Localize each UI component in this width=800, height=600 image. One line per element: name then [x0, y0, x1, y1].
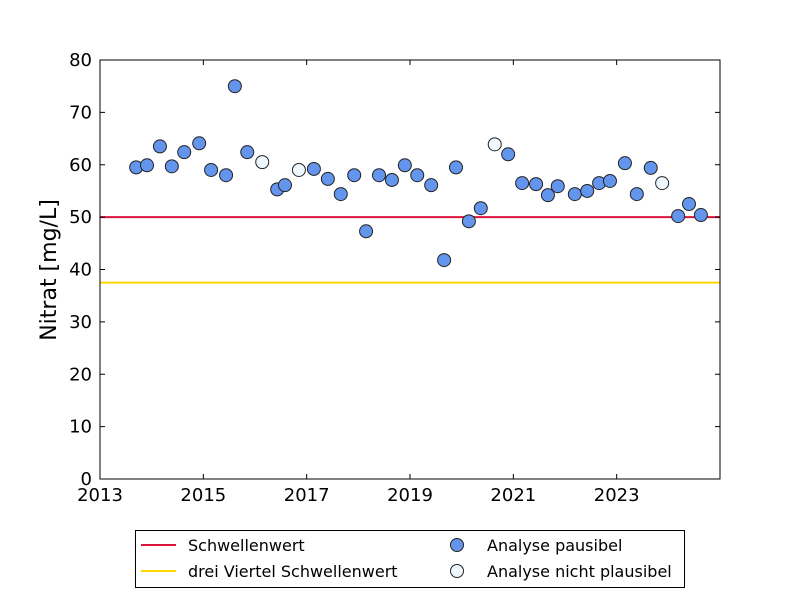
data-point [550, 179, 565, 194]
x-tick-label: 2021 [490, 485, 536, 506]
y-tick-label: 80 [69, 50, 92, 71]
legend: Schwellenwert drei Viertel Schwellenwert… [135, 530, 685, 588]
data-point [177, 145, 192, 160]
data-point [437, 253, 452, 268]
data-point [655, 176, 670, 191]
legend-marker-pausibel [450, 538, 464, 552]
axes: 2013 2015 2017 2019 2021 2023 0 10 20 30 40 50 60 70 8… [69, 50, 721, 506]
data-point [487, 137, 502, 152]
x-tick-label: 2017 [284, 485, 330, 506]
data-point [240, 145, 255, 160]
data-point [448, 160, 463, 175]
data-point [255, 155, 270, 170]
data-point [693, 208, 708, 223]
y-axis-label: Nitrat [mg/L] [37, 199, 62, 341]
data-point [602, 173, 617, 188]
data-point [629, 187, 644, 202]
data-point [372, 168, 386, 183]
data-point [567, 187, 582, 202]
y-tick-label: 40 [69, 260, 92, 281]
y-tick-label: 30 [69, 312, 92, 333]
data-point [192, 136, 207, 151]
x-tick-label: 2013 [77, 485, 123, 506]
data-point [580, 183, 595, 198]
data-point [347, 168, 362, 183]
data-point [515, 176, 530, 191]
x-tick-label: 2019 [387, 485, 433, 506]
data-point [682, 197, 696, 212]
legend-label-nicht-plausibel: Analyse nicht plausibel [487, 562, 672, 581]
data-point [219, 168, 234, 183]
data-point [306, 161, 321, 176]
data-point [277, 178, 292, 193]
data-point [291, 162, 306, 177]
data-point [359, 224, 374, 239]
data-point [473, 201, 488, 216]
x-tick-label: 2023 [594, 485, 640, 506]
data-point [333, 187, 348, 202]
plot-area [100, 79, 720, 284]
x-tick-label: 2015 [180, 485, 226, 506]
y-tick-label: 20 [69, 364, 92, 385]
legend-marker-nicht-plausibel [450, 564, 464, 578]
y-tick-label: 60 [69, 155, 92, 176]
legend-label-schwellenwert: Schwellenwert [188, 536, 305, 555]
y-tick-label: 50 [69, 207, 92, 228]
data-point [164, 159, 179, 174]
plot-frame [99, 59, 721, 480]
data-point [529, 177, 544, 192]
data-point [227, 79, 242, 94]
data-point [397, 158, 412, 173]
data-point [140, 158, 155, 173]
data-point [501, 147, 516, 162]
data-point [320, 171, 335, 186]
y-tick-label: 70 [69, 102, 92, 123]
data-point [152, 139, 167, 154]
y-tick-label: 0 [81, 469, 92, 490]
y-tick-label: 10 [69, 417, 92, 438]
legend-box [135, 530, 685, 588]
data-point [671, 209, 686, 224]
legend-label-drei-viertel: drei Viertel Schwellenwert [188, 562, 398, 581]
data-point [410, 168, 425, 183]
legend-label-pausibel: Analyse pausibel [487, 536, 622, 555]
data-point [424, 178, 439, 193]
data-point [540, 188, 555, 203]
data-point [617, 156, 632, 171]
data-point [204, 162, 219, 177]
data-point [461, 214, 476, 229]
data-point [643, 160, 658, 175]
data-point [384, 172, 399, 187]
